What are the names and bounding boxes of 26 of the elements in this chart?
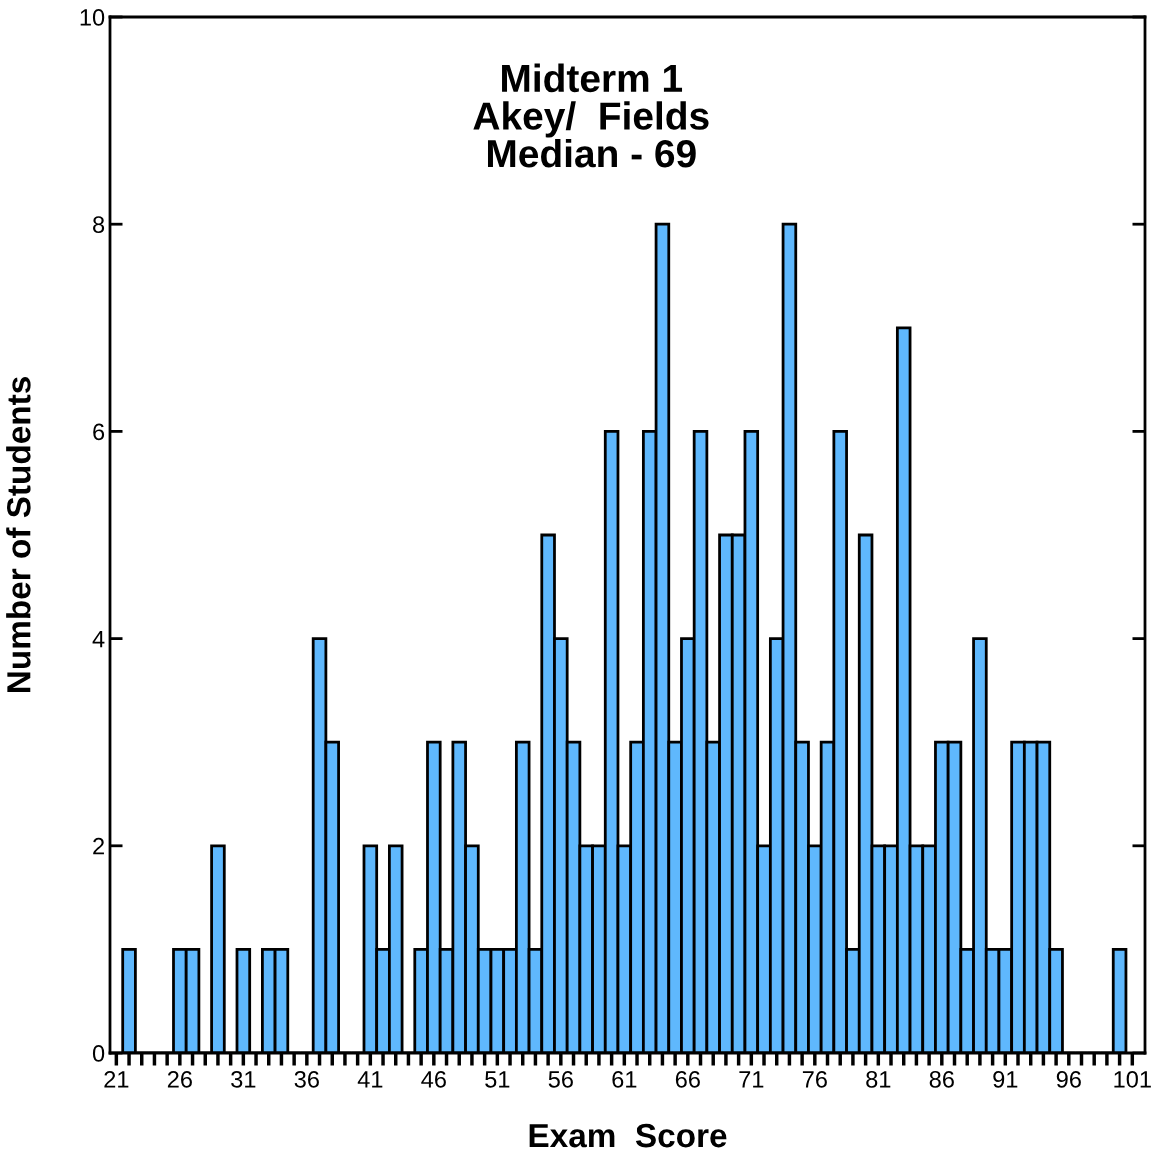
y-tick-label: 6	[93, 423, 105, 441]
y-tick-label: 8	[93, 216, 105, 233]
x-tick-label: 61	[612, 1070, 637, 1088]
x-tick-label: 101	[1114, 1070, 1151, 1088]
text: Midterm 1 Akey/ Fields Median - 69	[473, 63, 709, 168]
x-tick-label: 76	[802, 1070, 827, 1088]
x-tick-label: 81	[866, 1070, 891, 1088]
x-tick-label: 66	[675, 1070, 700, 1088]
x-tick-label: 31	[231, 1070, 256, 1088]
x-tick-label: 86	[929, 1070, 954, 1088]
y-tick-label: 10	[80, 9, 105, 26]
x-tick-label: 96	[1056, 1070, 1081, 1088]
x-tick-label: 91	[993, 1070, 1018, 1088]
x-tick-label: 36	[294, 1070, 319, 1088]
x-tick-label: 71	[739, 1071, 764, 1088]
x-tick-label: 46	[421, 1070, 446, 1088]
x-tick-label: 51	[485, 1071, 510, 1088]
x-axis-title: Exam Score	[529, 1123, 727, 1148]
x-tick-label: 56	[548, 1070, 573, 1088]
x-tick-label: 21	[104, 1070, 129, 1088]
y-tick-label: 4	[92, 630, 105, 648]
y-tick-label: 0	[92, 1045, 105, 1062]
x-tick-label: 26	[167, 1070, 192, 1088]
y-axis-title: Number of Students	[6, 377, 31, 693]
y-tick-label: 2	[93, 837, 104, 855]
x-tick-label: 41	[357, 1071, 383, 1088]
